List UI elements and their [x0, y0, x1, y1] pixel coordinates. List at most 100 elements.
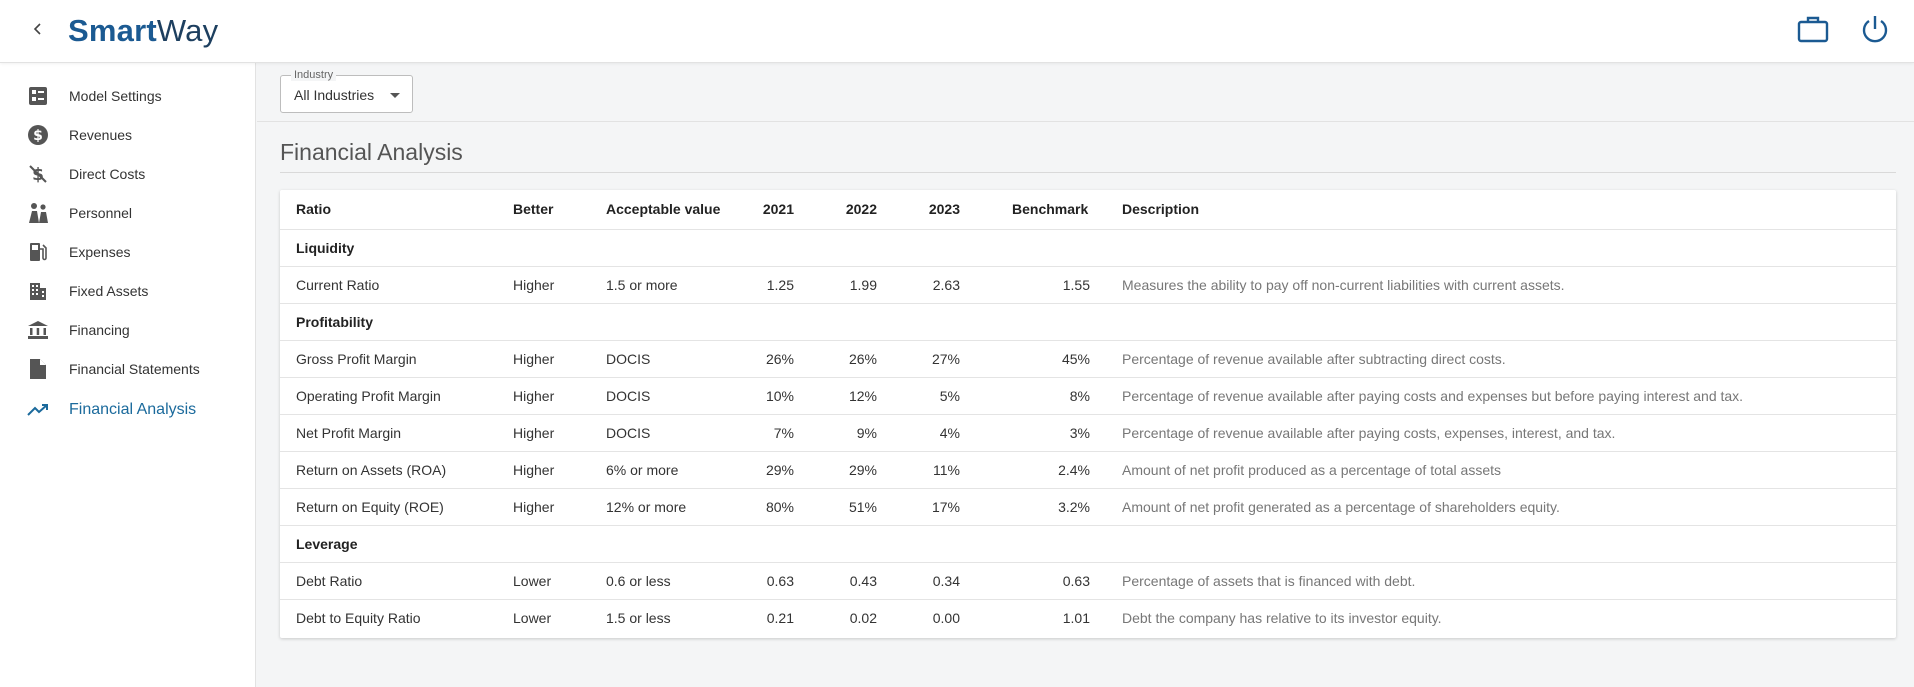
sidebar-item-label: Financial Statements	[69, 361, 200, 377]
column-header-better[interactable]: Better	[497, 190, 590, 230]
sidebar-nav: Model Settings $ Revenues $ Direct Costs…	[0, 63, 256, 687]
group-label: Liquidity	[280, 229, 1896, 267]
power-icon	[1860, 14, 1890, 49]
better-cell: Lower	[513, 609, 552, 626]
acceptable-value-cell: 6% or more	[590, 451, 730, 489]
table-row: Debt to Equity Ratio Lower 1.5 or less 0.21…	[280, 599, 1896, 636]
value-2021-cell: 7%	[730, 414, 810, 452]
column-header-acceptable-value[interactable]: Acceptable value	[590, 190, 730, 230]
sidebar-item-revenues[interactable]: $ Revenues	[0, 117, 256, 153]
description-cell: Percentage of revenue available after pa…	[1106, 414, 1896, 452]
ratio-cell: Return on Assets (ROA)	[280, 451, 497, 489]
sidebar-item-direct-costs[interactable]: $ Direct Costs	[0, 156, 256, 192]
acceptable-value-cell: 0.6 or less	[590, 562, 730, 600]
table-header-row: Ratio Better Acceptable value 2021 2022 …	[280, 190, 1896, 230]
benchmark-cell: 8%	[976, 377, 1106, 415]
logo-text-regular: Way	[156, 13, 219, 48]
sidebar-item-label: Expenses	[69, 244, 131, 260]
table-body: Liquidity Current Ratio Higher 1.5 or more 1…	[280, 229, 1896, 636]
value-2022-cell: 51%	[810, 488, 893, 526]
document-icon	[26, 357, 50, 381]
better-cell: Higher	[497, 266, 590, 304]
value-2021-cell: 29%	[730, 451, 810, 489]
value-2023-cell: 5%	[893, 377, 976, 415]
value-2021-cell: 26%	[730, 340, 810, 378]
column-header-2023[interactable]: 2023	[893, 190, 976, 230]
title-divider	[280, 172, 1896, 173]
column-header-2022[interactable]: 2022	[810, 190, 893, 230]
benchmark-cell: 3.2%	[976, 488, 1106, 526]
industry-select-label: Industry	[291, 69, 337, 81]
back-button[interactable]	[26, 19, 50, 43]
column-header-ratio[interactable]: Ratio	[280, 190, 497, 230]
value-2023-cell: 17%	[893, 488, 976, 526]
briefcase-icon	[1797, 14, 1829, 49]
column-header-description[interactable]: Description	[1106, 190, 1896, 230]
better-cell: Lower	[497, 562, 590, 600]
description-cell: Percentage of revenue available after su…	[1106, 340, 1896, 378]
acceptable-value-cell: 12% or more	[590, 488, 730, 526]
better-cell: Higher	[497, 340, 590, 378]
trending-up-icon	[26, 398, 50, 422]
better-cell: Higher	[497, 377, 590, 415]
value-2021-cell: 0.63	[730, 562, 810, 600]
industry-select[interactable]: Industry All Industries	[280, 69, 413, 113]
ratio-cell: Debt Ratio	[280, 562, 497, 600]
group-label: Profitability	[280, 303, 1896, 341]
column-header-2021[interactable]: 2021	[730, 190, 810, 230]
dollar-circle-icon: $	[26, 123, 50, 147]
ratio-cell: Current Ratio	[280, 266, 497, 304]
projects-button[interactable]	[1796, 14, 1830, 48]
settings-list-icon	[26, 84, 50, 108]
money-off-icon: $	[26, 162, 50, 186]
people-icon	[26, 201, 50, 225]
ratio-cell: Gross Profit Margin	[280, 340, 497, 378]
column-header-benchmark[interactable]: Benchmark	[976, 190, 1106, 230]
app-header: SmartWay	[0, 0, 1914, 63]
logo-text-bold: Smart	[68, 13, 157, 48]
description-cell: Debt the company has relative to its inv…	[1122, 609, 1442, 626]
sidebar-item-label: Direct Costs	[69, 166, 146, 182]
page-title: Financial Analysis	[280, 139, 463, 165]
acceptable-value-cell: 1.5 or less	[606, 609, 671, 626]
sidebar-item-financial-analysis[interactable]: Financial Analysis	[0, 392, 256, 428]
svg-text:$: $	[33, 128, 43, 144]
financial-analysis-card: Ratio Better Acceptable value 2021 2022 …	[280, 190, 1896, 638]
benchmark-cell: 45%	[976, 340, 1106, 378]
ratio-cell: Debt to Equity Ratio	[296, 609, 421, 626]
table-group-row: Profitability	[280, 303, 1896, 341]
sidebar-item-label: Financing	[69, 322, 130, 338]
sidebar-item-fixed-assets[interactable]: Fixed Assets	[0, 273, 256, 309]
table-row: Operating Profit Margin Higher DOCIS 10% 12%…	[280, 377, 1896, 415]
sidebar-item-label: Revenues	[69, 127, 133, 143]
sidebar-item-label: Financial Analysis	[69, 401, 197, 418]
ratio-table: Ratio Better Acceptable value 2021 2022 …	[280, 190, 1896, 636]
sidebar-item-model-settings[interactable]: Model Settings	[0, 78, 256, 114]
ratio-cell: Return on Equity (ROE)	[280, 488, 497, 526]
sidebar-item-financial-statements[interactable]: Financial Statements	[0, 351, 256, 387]
sidebar-item-expenses[interactable]: Expenses	[0, 234, 256, 270]
acceptable-value-cell: DOCIS	[590, 414, 730, 452]
sidebar-item-label: Fixed Assets	[69, 283, 149, 299]
value-2022-cell: 9%	[810, 414, 893, 452]
value-2023-cell: 0.34	[893, 562, 976, 600]
app-logo[interactable]: SmartWay	[68, 13, 218, 49]
benchmark-cell: 1.01	[1062, 609, 1090, 626]
description-cell: Percentage of assets that is financed wi…	[1106, 562, 1896, 600]
value-2022-cell: 26%	[810, 340, 893, 378]
sidebar-item-financing[interactable]: Financing	[0, 312, 256, 348]
sidebar-item-personnel[interactable]: Personnel	[0, 195, 256, 231]
value-2022-cell: 0.43	[810, 562, 893, 600]
acceptable-value-cell: DOCIS	[590, 377, 730, 415]
better-cell: Higher	[497, 488, 590, 526]
group-label: Leverage	[280, 525, 1896, 563]
logout-button[interactable]	[1858, 14, 1892, 48]
value-2023-cell: 0.00	[932, 609, 960, 626]
acceptable-value-cell: 1.5 or more	[590, 266, 730, 304]
table-group-row: Leverage	[280, 525, 1896, 563]
acceptable-value-cell: DOCIS	[590, 340, 730, 378]
benchmark-cell: 2.4%	[976, 451, 1106, 489]
description-cell: Amount of net profit produced as a perce…	[1106, 451, 1896, 489]
better-cell: Higher	[497, 451, 590, 489]
fuel-icon	[26, 240, 50, 264]
